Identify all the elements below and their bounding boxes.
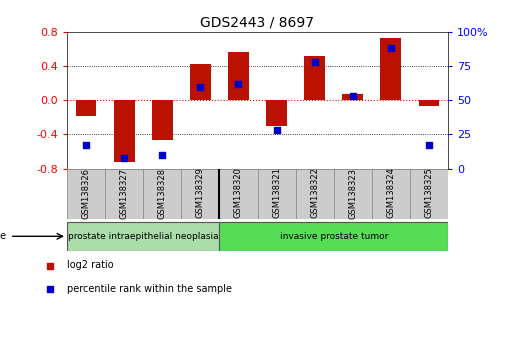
Bar	[228, 52, 249, 100]
Bar	[410, 169, 448, 219]
Text: prostate intraepithelial neoplasia: prostate intraepithelial neoplasia	[68, 232, 218, 241]
Point	[272, 127, 281, 133]
Bar	[219, 169, 258, 219]
Bar	[67, 222, 219, 251]
Bar	[114, 100, 134, 162]
Bar	[190, 64, 211, 100]
Title: GDS2443 / 8697: GDS2443 / 8697	[200, 15, 315, 29]
Point	[234, 81, 243, 87]
Point	[311, 59, 319, 65]
Text: GSM138320: GSM138320	[234, 168, 243, 218]
Text: GSM138328: GSM138328	[158, 167, 167, 218]
Point	[82, 143, 90, 148]
Bar	[181, 169, 219, 219]
Bar	[304, 56, 325, 100]
Text: invasive prostate tumor: invasive prostate tumor	[280, 232, 388, 241]
Bar	[258, 169, 296, 219]
Text: GSM138329: GSM138329	[196, 168, 205, 218]
Bar	[219, 222, 448, 251]
Text: GSM138322: GSM138322	[310, 168, 319, 218]
Bar	[105, 169, 143, 219]
Point	[46, 263, 54, 268]
Text: disease state: disease state	[0, 231, 6, 241]
Bar	[143, 169, 181, 219]
Bar	[152, 100, 173, 141]
Point	[196, 84, 204, 90]
Text: log2 ratio: log2 ratio	[67, 261, 114, 270]
Bar	[372, 169, 410, 219]
Text: GSM138323: GSM138323	[348, 167, 357, 218]
Bar	[296, 169, 334, 219]
Point	[158, 152, 166, 158]
Bar	[67, 169, 105, 219]
Text: GSM138326: GSM138326	[81, 167, 91, 218]
Text: GSM138324: GSM138324	[386, 168, 396, 218]
Text: GSM138327: GSM138327	[119, 167, 129, 218]
Text: percentile rank within the sample: percentile rank within the sample	[67, 284, 232, 294]
Point	[120, 155, 128, 161]
Bar	[266, 100, 287, 126]
Bar	[76, 100, 96, 116]
Bar	[334, 169, 372, 219]
Bar	[381, 38, 401, 100]
Point	[387, 45, 395, 51]
Point	[46, 286, 54, 292]
Text: GSM138321: GSM138321	[272, 168, 281, 218]
Bar	[419, 100, 439, 106]
Point	[425, 143, 433, 148]
Point	[349, 93, 357, 99]
Text: GSM138325: GSM138325	[424, 168, 434, 218]
Bar	[342, 94, 363, 100]
